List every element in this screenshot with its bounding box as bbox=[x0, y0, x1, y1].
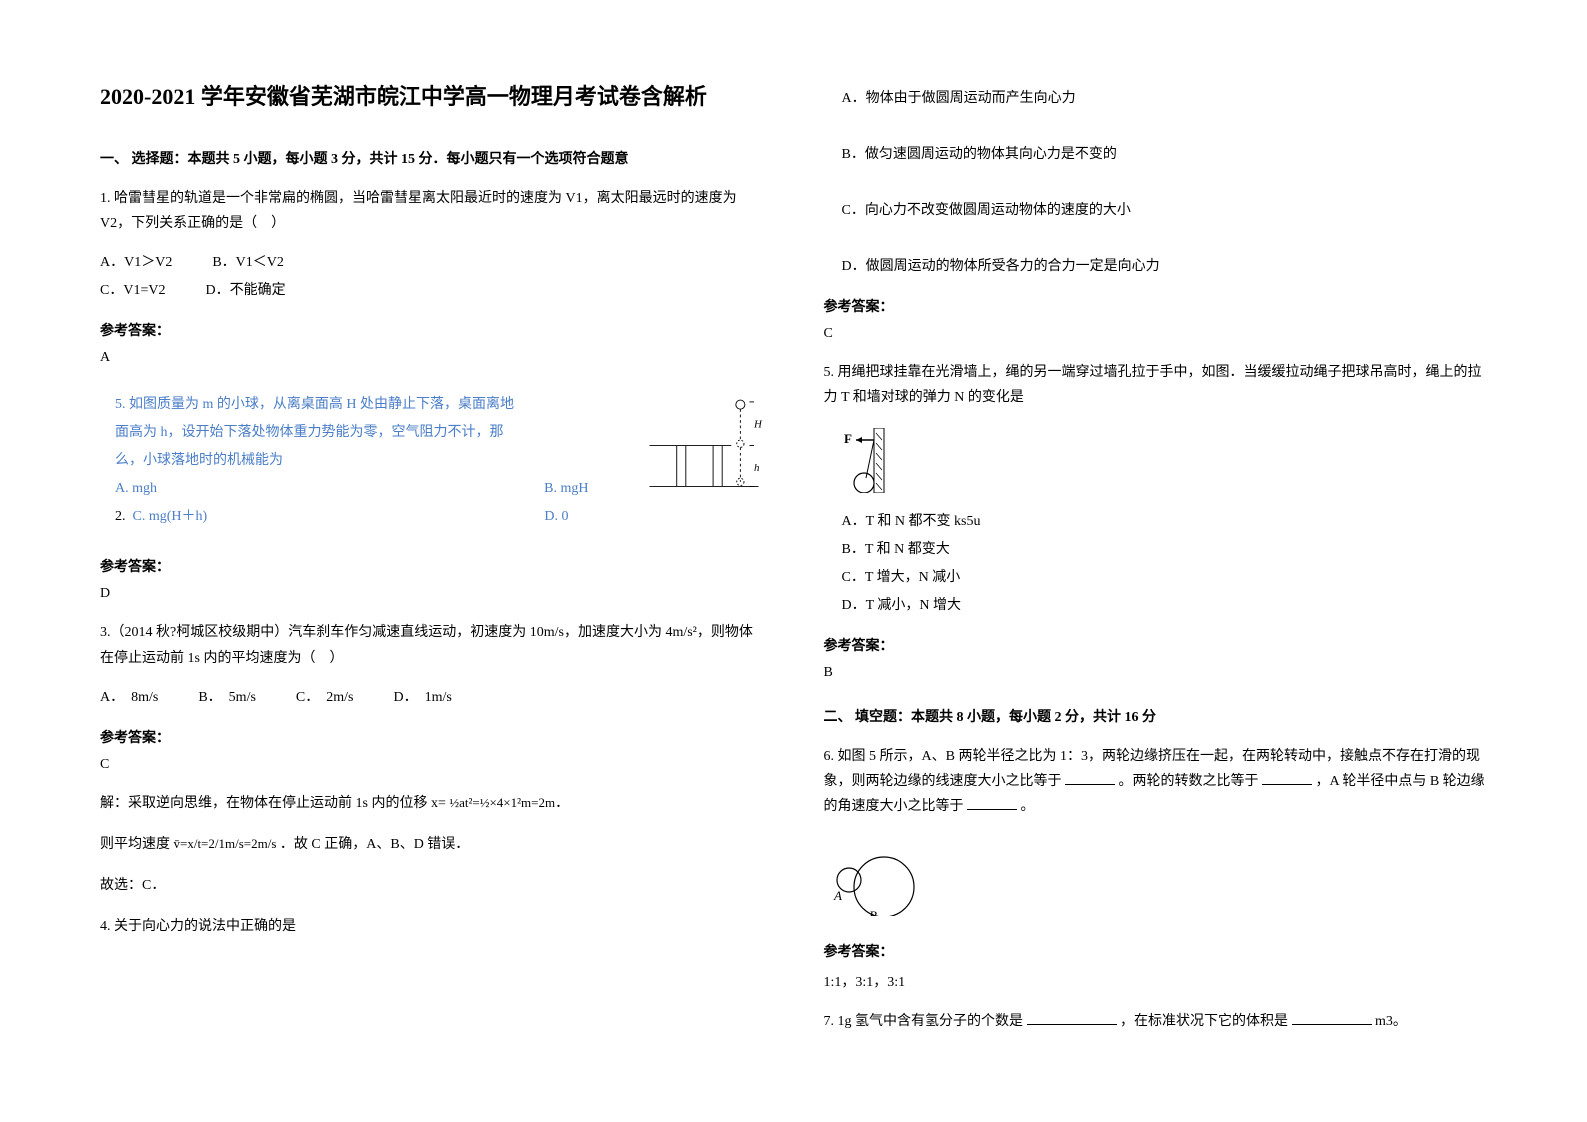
q5-answer: B bbox=[824, 665, 1488, 681]
q4-optD: D．做圆周运动的物体所受各力的合力一定是向心力 bbox=[842, 253, 1488, 281]
label-h: h bbox=[754, 462, 759, 474]
q3-answer: C bbox=[100, 757, 764, 773]
q3-options: A． 8m/s B． 5m/s C． 2m/s D． 1m/s bbox=[100, 684, 764, 712]
q3-answer-label: 参考答案： bbox=[100, 727, 764, 747]
q1-options: A．V1＞V2 B．V1＜V2 C．V1=V2 D．不能确定 bbox=[100, 249, 764, 305]
question-3: 3.（2014 秋?柯城区校级期中）汽车刹车作匀减速直线运动，初速度为 10m/… bbox=[100, 620, 764, 670]
label-F: F bbox=[844, 431, 852, 446]
q1-optD: D．不能确定 bbox=[205, 277, 285, 305]
q4-optC: C．向心力不改变做圆周运动物体的速度的大小 bbox=[842, 197, 1488, 225]
q4-optA: A．物体由于做圆周运动而产生向心力 bbox=[842, 85, 1488, 113]
q4-optB: B．做匀速圆周运动的物体其向心力是不变的 bbox=[842, 141, 1488, 169]
right-column: A．物体由于做圆周运动而产生向心力 B．做匀速圆周运动的物体其向心力是不变的 C… bbox=[824, 80, 1488, 1042]
q1-optA: A．V1＞V2 bbox=[100, 249, 172, 277]
question-7: 7. 1g 氢气中含有氢分子的个数是 ，在标准状况下它的体积是 m3。 bbox=[824, 1009, 1488, 1034]
q3-optC: C． 2m/s bbox=[296, 684, 354, 712]
q5-optD: D．T 减小，N 增大 bbox=[842, 592, 1488, 620]
q5-options: A．T 和 N 都不变 ks5u B．T 和 N 都变大 C．T 增大，N 减小… bbox=[842, 508, 1488, 620]
wall-ball-diagram: F bbox=[844, 428, 904, 492]
q5-answer-label: 参考答案： bbox=[824, 635, 1488, 655]
q3-optB: B． 5m/s bbox=[198, 684, 256, 712]
q3-formula2: v̄=x/t=2/1m/s=2m/s bbox=[174, 836, 277, 851]
q4-text: 4. 关于向心力的说法中正确的是 bbox=[100, 914, 764, 939]
question-6: 6. 如图 5 所示，A、B 两轮半径之比为 1：3，两轮边缘挤压在一起，在两轮… bbox=[824, 744, 1488, 820]
q3-text: 3.（2014 秋?柯城区校级期中）汽车刹车作匀减速直线运动，初速度为 10m/… bbox=[100, 620, 764, 670]
left-column: 2020-2021 学年安徽省芜湖市皖江中学高一物理月考试卷含解析 一、 选择题… bbox=[100, 80, 764, 1042]
q3-solution: 解：采取逆向思维，在物体在停止运动前 1s 内的位移 x= ½at²=½×4×1… bbox=[100, 791, 764, 816]
q1-answer: A bbox=[100, 350, 764, 366]
q3-sol-line3: ．故 C 正确，A、B、D 错误． bbox=[280, 837, 469, 852]
q1-optC: C．V1=V2 bbox=[100, 277, 165, 305]
q5-optA: A．T 和 N 都不变 ks5u bbox=[842, 508, 1488, 536]
question-4: 4. 关于向心力的说法中正确的是 bbox=[100, 914, 764, 939]
q5-optB: B．T 和 N 都变大 bbox=[842, 536, 1488, 564]
q3-sol-line4: 故选：C． bbox=[100, 873, 764, 898]
label-H: H bbox=[753, 419, 763, 431]
q2-answer: D bbox=[100, 586, 764, 602]
q2-answer-label: 参考答案： bbox=[100, 556, 764, 576]
section2-heading: 二、 填空题：本题共 8 小题，每小题 2 分，共计 16 分 bbox=[824, 706, 1488, 726]
table-ball-diagram: H h bbox=[644, 391, 764, 491]
q6-answer-label: 参考答案： bbox=[824, 941, 1488, 961]
q3-optD: D． 1m/s bbox=[394, 684, 452, 712]
q4-answer: C bbox=[824, 326, 1488, 342]
q4-answer-label: 参考答案： bbox=[824, 296, 1488, 316]
q2-optC: C. mg(H＋h) bbox=[133, 509, 208, 524]
q7-blank2 bbox=[1292, 1011, 1372, 1025]
label-A: A bbox=[833, 888, 842, 903]
q1-optB: B．V1＜V2 bbox=[212, 249, 284, 277]
page-title: 2020-2021 学年安徽省芜湖市皖江中学高一物理月考试卷含解析 bbox=[100, 80, 764, 113]
label-B: B bbox=[869, 908, 877, 916]
q2-prefix: 2. bbox=[115, 509, 126, 524]
q2-optD: D. 0 bbox=[544, 503, 568, 531]
q4-options: A．物体由于做圆周运动而产生向心力 B．做匀速圆周运动的物体其向心力是不变的 C… bbox=[842, 85, 1488, 281]
q6-answer: 1:1，3:1，3:1 bbox=[824, 971, 1488, 991]
q7-blank1 bbox=[1027, 1011, 1117, 1025]
q6-blank2 bbox=[1262, 771, 1312, 785]
q3-sol-line2: 则平均速度 bbox=[100, 837, 170, 852]
question-2-bluebox: 5. 如图质量为 m 的小球，从离桌面高 H 处由静止下落，桌面离地 面高为 h… bbox=[100, 381, 764, 541]
q6-blank1 bbox=[1065, 771, 1115, 785]
q3-sol-line1: 解：采取逆向思维，在物体在停止运动前 1s 内的位移 x= bbox=[100, 796, 446, 811]
q3-optA: A． 8m/s bbox=[100, 684, 158, 712]
question-1: 1. 哈雷彗星的轨道是一个非常扁的椭圆，当哈雷彗星离太阳最近时的速度为 V1，离… bbox=[100, 186, 764, 236]
q2-optB: B. mgH bbox=[544, 475, 588, 503]
q7-text3: m3。 bbox=[1375, 1014, 1407, 1029]
q3-solution2: 则平均速度 v̄=x/t=2/1m/s=2m/s ．故 C 正确，A、B、D 错… bbox=[100, 832, 764, 857]
question-5: 5. 用绳把球挂靠在光滑墙上，绳的另一端穿过墙孔拉于手中，如图．当缓缓拉动绳子把… bbox=[824, 360, 1488, 410]
q7-text2: ，在标准状况下它的体积是 bbox=[1120, 1014, 1288, 1029]
two-wheels-diagram: A B bbox=[824, 842, 924, 916]
q6-text2: 。两轮的转数之比等于 bbox=[1119, 774, 1259, 789]
section1-heading: 一、 选择题：本题共 5 小题，每小题 3 分，共计 15 分．每小题只有一个选… bbox=[100, 148, 764, 168]
q5-optC: C．T 增大，N 减小 bbox=[842, 564, 1488, 592]
q5-text: 5. 用绳把球挂靠在光滑墙上，绳的另一端穿过墙孔拉于手中，如图．当缓缓拉动绳子把… bbox=[824, 360, 1488, 410]
q6-text4: 。 bbox=[1021, 799, 1035, 814]
q1-text: 1. 哈雷彗星的轨道是一个非常扁的椭圆，当哈雷彗星离太阳最近时的速度为 V1，离… bbox=[100, 186, 764, 236]
q1-answer-label: 参考答案： bbox=[100, 320, 764, 340]
q7-text1: 7. 1g 氢气中含有氢分子的个数是 bbox=[824, 1014, 1024, 1029]
q6-blank3 bbox=[967, 796, 1017, 810]
q2-optA: A. mgh bbox=[115, 475, 157, 503]
q3-formula1: ½at²=½×4×1²m=2m bbox=[449, 795, 555, 810]
